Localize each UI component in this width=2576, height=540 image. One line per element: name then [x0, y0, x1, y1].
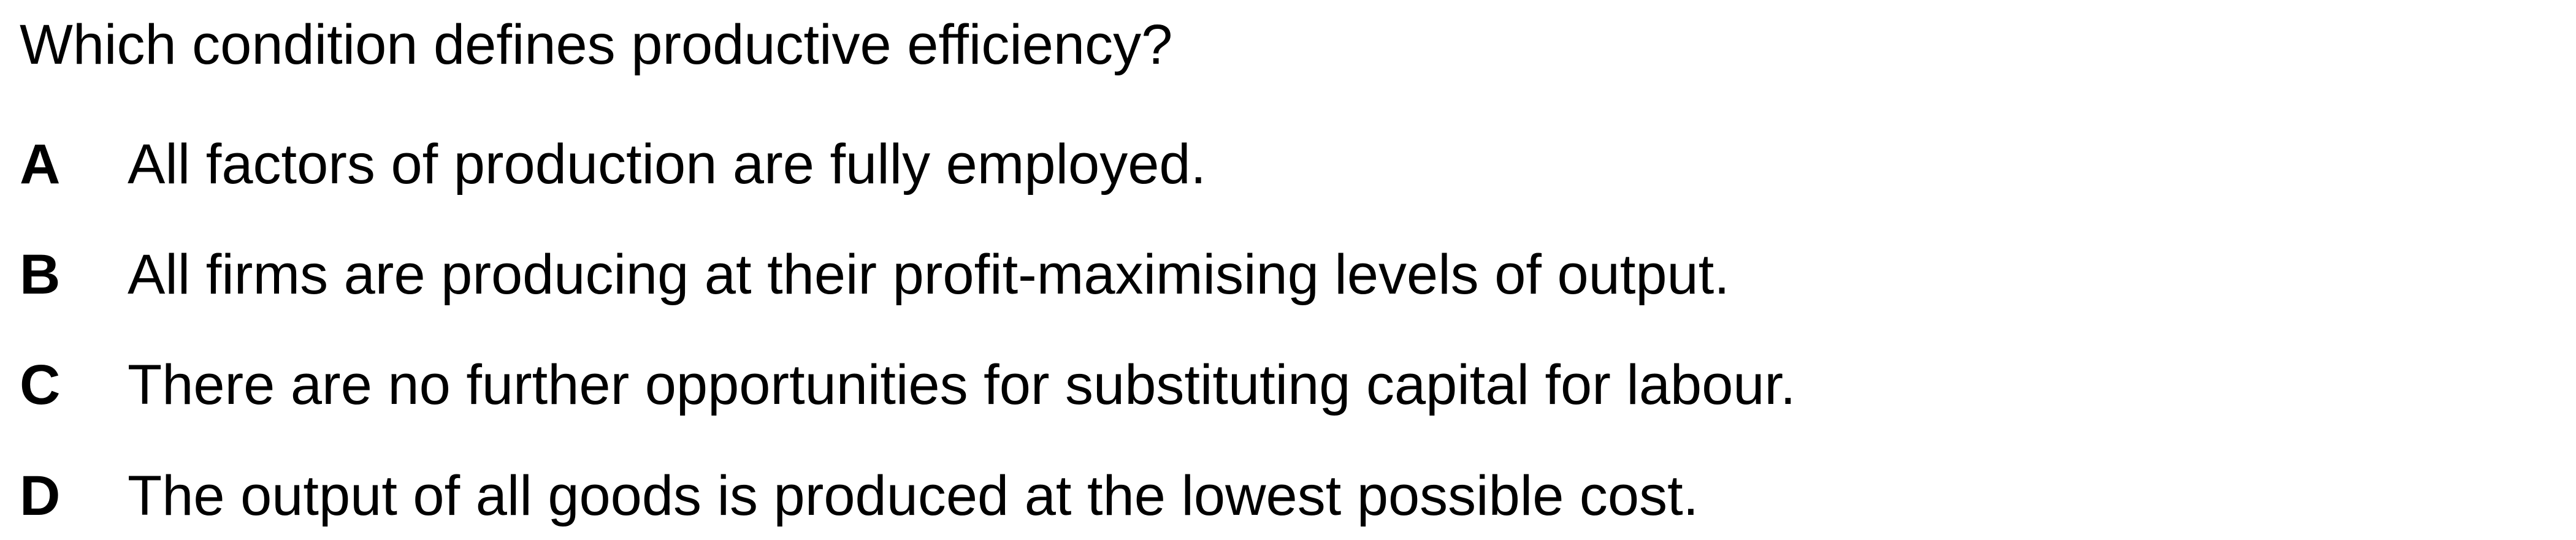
option-letter: D [20, 465, 61, 527]
question-text: Which condition defines productive effic… [20, 13, 1173, 76]
option-letter: B [20, 243, 61, 306]
option-text: There are no further opportunities for s… [128, 354, 1796, 416]
option-text: All firms are producing at their profit-… [128, 243, 1730, 306]
option-letter: A [20, 133, 61, 196]
option-text: All factors of production are fully empl… [128, 133, 1207, 196]
option-letter: C [20, 354, 61, 416]
option-text: The output of all goods is produced at t… [128, 465, 1699, 527]
